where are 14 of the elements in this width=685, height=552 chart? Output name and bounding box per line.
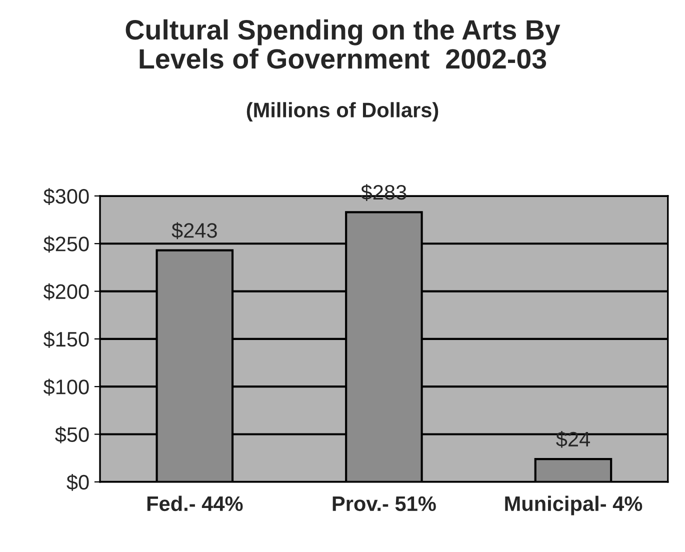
y-tick-label: $200 bbox=[43, 283, 89, 300]
chart-title: Cultural Spending on the Arts By Levels of Government 2002-03 bbox=[126, 19, 560, 69]
y-tick-label: $250 bbox=[43, 236, 89, 253]
y-tick-label: $300 bbox=[43, 188, 89, 205]
data-label: $24 bbox=[556, 430, 590, 448]
chart-subtitle: (Millions of Dollars) bbox=[246, 102, 438, 122]
y-tick-label: $100 bbox=[43, 378, 89, 396]
y-tick-label: $50 bbox=[55, 426, 89, 444]
y-tick-label: $150 bbox=[43, 331, 89, 348]
x-tick-label: Prov.- 51% bbox=[332, 496, 436, 512]
x-tick-label: Municipal- 4% bbox=[505, 496, 642, 516]
x-tick-label: Fed.- 44% bbox=[147, 496, 243, 512]
y-tick-label: $0 bbox=[66, 474, 89, 491]
data-label: $243 bbox=[172, 222, 217, 240]
